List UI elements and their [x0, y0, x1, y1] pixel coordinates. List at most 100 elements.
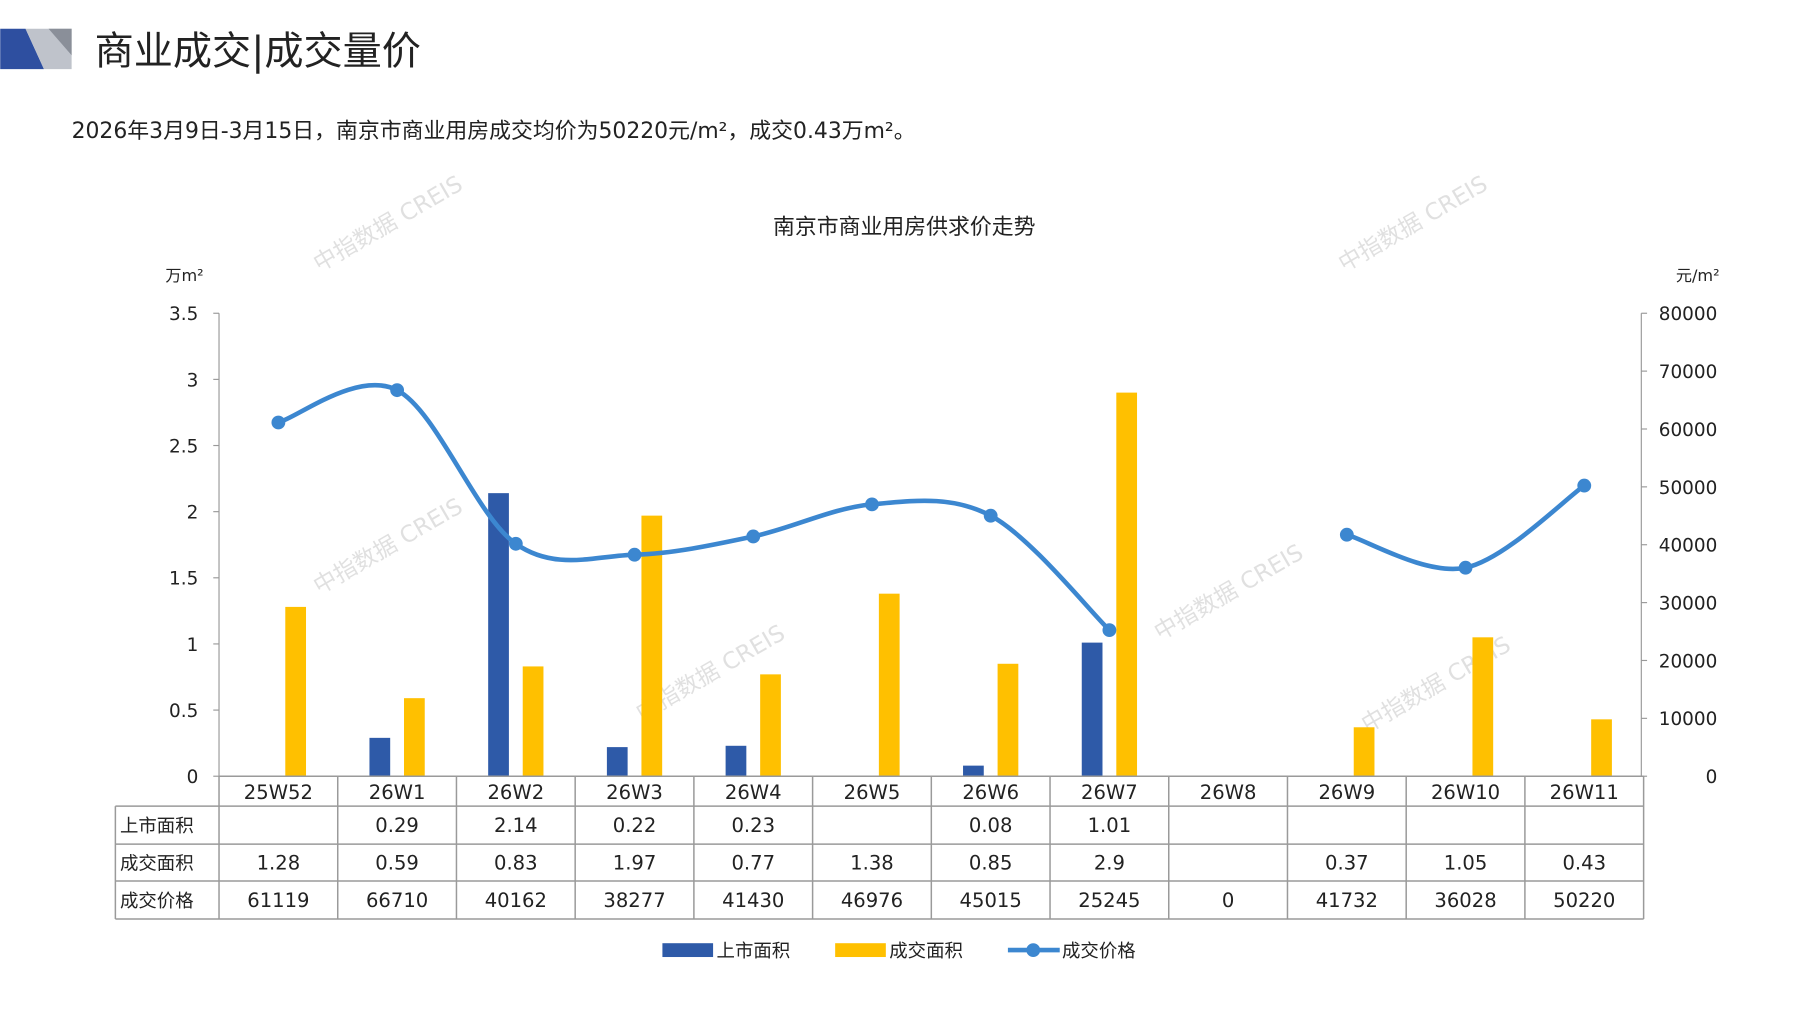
- bar-deal-26W9: [1353, 727, 1375, 777]
- table-cell: 61119: [247, 889, 309, 912]
- table-cell: 0.08: [969, 814, 1013, 837]
- price-line-segment: [1346, 483, 1586, 572]
- table-row-label: 成交面积: [120, 853, 194, 874]
- legend-label-price: 成交价格: [1062, 941, 1136, 962]
- left-tick-label: 2: [187, 503, 199, 524]
- legend: 上市面积 成交面积 成交价格: [662, 941, 1136, 962]
- bar-deal-26W6: [997, 663, 1019, 777]
- price-point-26W4: [746, 529, 761, 544]
- category-label: 25W52: [244, 781, 313, 804]
- table-cell: 46976: [841, 889, 903, 912]
- bar-deal-26W3: [641, 515, 663, 777]
- legend-swatch-supply: [662, 943, 714, 958]
- table-cell: 0.23: [731, 814, 775, 837]
- watermark: 中指数据 CREIS: [309, 171, 467, 277]
- right-tick-label: 40000: [1659, 536, 1718, 557]
- table-cell: 25245: [1078, 889, 1140, 912]
- price-point-25W52: [271, 415, 286, 430]
- bar-supply-26W1: [369, 737, 391, 777]
- table-cell: 36028: [1434, 889, 1496, 912]
- table-cell: 0.22: [613, 814, 657, 837]
- table-cell: 40162: [485, 889, 547, 912]
- category-label: 26W9: [1318, 781, 1375, 804]
- table-cell: 0: [1222, 889, 1234, 912]
- price-point-26W3: [627, 547, 642, 562]
- page-title: 商业成交|成交量价: [95, 29, 421, 74]
- left-tick-label: 0: [187, 767, 199, 788]
- category-label: 26W6: [962, 781, 1019, 804]
- table-row-label: 成交价格: [120, 891, 194, 912]
- left-tick-label: 3: [187, 370, 199, 391]
- right-tick-label: 50000: [1659, 478, 1718, 499]
- watermark: 中指数据 CREIS: [1334, 171, 1492, 277]
- table-cell: 38277: [603, 889, 665, 912]
- category-label: 26W5: [844, 781, 901, 804]
- category-label: 26W1: [369, 781, 426, 804]
- bar-deal-26W5: [878, 593, 900, 777]
- category-label: 26W11: [1550, 781, 1619, 804]
- bar-deal-26W4: [760, 674, 781, 777]
- bar-deal-26W2: [522, 666, 544, 777]
- price-point-26W1: [390, 383, 405, 398]
- price-point-26W7: [1102, 623, 1117, 638]
- bar-deal-26W11: [1591, 719, 1612, 777]
- table-cell: 0.43: [1562, 851, 1606, 874]
- bar-deal-26W1: [404, 698, 425, 777]
- axes: 0 0.5 1 1.5 2 2.5 3 3.5 0 10000 20000 30000 40000 500…: [169, 304, 1717, 788]
- category-label: 26W4: [725, 781, 782, 804]
- category-label: 26W8: [1200, 781, 1257, 804]
- table-cell: 66710: [366, 889, 428, 912]
- legend-label-supply: 上市面积: [717, 941, 791, 962]
- price-point-26W5: [865, 497, 879, 512]
- table-cell: 1.97: [613, 851, 657, 874]
- left-axis-unit: 万m²: [165, 266, 203, 285]
- legend-swatch-deal: [835, 943, 886, 958]
- category-label: 26W3: [606, 781, 663, 804]
- price-line: [271, 382, 1592, 638]
- bar-supply-26W2: [488, 493, 509, 777]
- table-cell: 0.29: [375, 814, 419, 837]
- bar-supply-26W6: [963, 765, 984, 777]
- left-tick-label: 0.5: [169, 701, 198, 722]
- bar-deal-25W52: [285, 606, 307, 777]
- table-cell: 0.77: [731, 851, 775, 874]
- legend-marker-price: [1026, 943, 1041, 958]
- right-tick-label: 0: [1706, 767, 1718, 788]
- legend-label-deal: 成交面积: [889, 941, 963, 962]
- price-point-26W2: [508, 536, 523, 551]
- price-point-26W9: [1339, 527, 1354, 542]
- price-point-26W11: [1577, 478, 1592, 493]
- table-cell: 1.38: [850, 851, 894, 874]
- table-cell: 45015: [960, 889, 1022, 912]
- price-point-26W10: [1458, 560, 1473, 575]
- table-cell: 1.05: [1444, 851, 1488, 874]
- category-label: 26W7: [1081, 781, 1138, 804]
- watermark: 中指数据 CREIS: [309, 494, 467, 600]
- price-point-26W6: [983, 508, 998, 523]
- header-logo: [0, 28, 72, 70]
- table-cell: 1.01: [1088, 814, 1132, 837]
- page-subtitle: 2026年3月9日-3月15日，南京市商业用房成交均价为50220元/m²，成交…: [72, 119, 916, 144]
- chart-title: 南京市商业用房供求价走势: [773, 215, 1036, 240]
- table-cell: 2.14: [494, 814, 538, 837]
- right-tick-label: 20000: [1659, 651, 1718, 672]
- left-tick-label: 1.5: [169, 569, 198, 590]
- table-cell: 41430: [722, 889, 784, 912]
- right-tick-label: 10000: [1659, 709, 1718, 730]
- left-tick-label: 3.5: [169, 304, 198, 325]
- bar-supply-26W4: [725, 745, 747, 777]
- table-row-label: 上市面积: [120, 816, 194, 837]
- right-tick-label: 60000: [1659, 420, 1718, 441]
- bar-deal-26W7: [1116, 392, 1138, 777]
- bars: [285, 392, 1612, 777]
- data-table: 25W52 26W1 26W2 26W3 26W4 26W5 26W6 26W7 26W8 26W…: [114, 775, 1645, 920]
- right-tick-label: 80000: [1659, 304, 1718, 325]
- table-cell: 2.9: [1094, 851, 1125, 874]
- right-axis-unit: 元/m²: [1676, 266, 1720, 285]
- table-cell: 0.83: [494, 851, 538, 874]
- category-label: 26W10: [1431, 781, 1500, 804]
- watermark: 中指数据 CREIS: [1150, 540, 1308, 646]
- table-cell: 0.85: [969, 851, 1013, 874]
- left-tick-label: 2.5: [169, 436, 198, 457]
